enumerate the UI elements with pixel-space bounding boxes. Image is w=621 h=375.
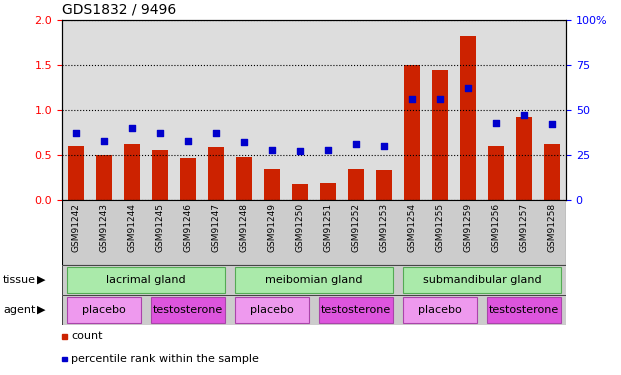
Text: GDS1832 / 9496: GDS1832 / 9496 xyxy=(62,2,176,16)
Text: GSM91255: GSM91255 xyxy=(435,203,445,252)
Text: tissue: tissue xyxy=(3,275,36,285)
Bar xyxy=(487,146,504,200)
Text: percentile rank within the sample: percentile rank within the sample xyxy=(71,354,260,364)
Bar xyxy=(67,267,225,292)
Point xyxy=(351,141,361,147)
Bar xyxy=(515,117,532,200)
Point xyxy=(183,138,193,144)
Text: GSM91256: GSM91256 xyxy=(491,203,501,252)
Text: GSM91243: GSM91243 xyxy=(99,203,109,252)
Text: GSM91248: GSM91248 xyxy=(240,203,248,252)
Text: GSM91249: GSM91249 xyxy=(268,203,276,252)
Bar xyxy=(487,297,561,322)
Bar xyxy=(292,184,309,200)
Text: GSM91247: GSM91247 xyxy=(212,203,220,252)
Text: testosterone: testosterone xyxy=(153,305,223,315)
Point xyxy=(519,112,529,118)
Bar xyxy=(319,297,393,322)
Bar xyxy=(404,65,420,200)
Bar xyxy=(432,70,448,200)
Bar xyxy=(152,150,168,200)
Bar xyxy=(263,170,281,200)
Point xyxy=(267,147,277,153)
Point xyxy=(379,143,389,149)
Point xyxy=(407,96,417,102)
Bar xyxy=(320,183,337,200)
Point xyxy=(239,140,249,146)
Bar xyxy=(96,155,112,200)
Bar xyxy=(62,200,566,265)
Text: GSM91245: GSM91245 xyxy=(155,203,165,252)
Text: GSM91258: GSM91258 xyxy=(548,203,556,252)
Bar xyxy=(179,158,196,200)
Text: GSM91250: GSM91250 xyxy=(296,203,304,252)
Point xyxy=(99,138,109,144)
Text: count: count xyxy=(71,331,103,341)
Bar xyxy=(403,297,477,322)
Bar xyxy=(235,267,393,292)
Point xyxy=(127,125,137,131)
Text: ▶: ▶ xyxy=(37,275,46,285)
Text: submandibular gland: submandibular gland xyxy=(423,275,542,285)
Point xyxy=(435,96,445,102)
Text: placebo: placebo xyxy=(82,305,126,315)
Point xyxy=(295,148,305,154)
Bar xyxy=(67,297,141,322)
Text: testosterone: testosterone xyxy=(489,305,559,315)
Text: GSM91257: GSM91257 xyxy=(520,203,528,252)
Bar xyxy=(376,170,392,200)
Text: testosterone: testosterone xyxy=(321,305,391,315)
Text: meibomian gland: meibomian gland xyxy=(265,275,363,285)
Text: GSM91252: GSM91252 xyxy=(351,203,361,252)
Point xyxy=(463,86,473,92)
Text: ▶: ▶ xyxy=(37,305,46,315)
Text: GSM91251: GSM91251 xyxy=(324,203,332,252)
Bar xyxy=(68,146,84,200)
Text: placebo: placebo xyxy=(250,305,294,315)
Bar xyxy=(348,168,365,200)
Point xyxy=(155,130,165,136)
Point xyxy=(491,120,501,126)
Text: agent: agent xyxy=(3,305,35,315)
Point xyxy=(71,130,81,136)
Text: GSM91253: GSM91253 xyxy=(379,203,389,252)
Text: GSM91242: GSM91242 xyxy=(71,203,81,252)
Bar xyxy=(124,144,140,200)
Bar xyxy=(403,267,561,292)
Bar xyxy=(543,144,560,200)
Text: lacrimal gland: lacrimal gland xyxy=(106,275,186,285)
Text: GSM91259: GSM91259 xyxy=(463,203,473,252)
Bar xyxy=(460,36,476,200)
Text: GSM91244: GSM91244 xyxy=(127,203,137,252)
Text: GSM91246: GSM91246 xyxy=(183,203,193,252)
Bar xyxy=(207,147,224,200)
Bar xyxy=(62,265,566,295)
Text: placebo: placebo xyxy=(418,305,462,315)
Point xyxy=(323,147,333,153)
Bar xyxy=(62,295,566,325)
Bar xyxy=(235,157,252,200)
Point xyxy=(547,122,557,128)
Text: GSM91254: GSM91254 xyxy=(407,203,417,252)
Bar xyxy=(235,297,309,322)
Bar xyxy=(151,297,225,322)
Point xyxy=(211,130,221,136)
